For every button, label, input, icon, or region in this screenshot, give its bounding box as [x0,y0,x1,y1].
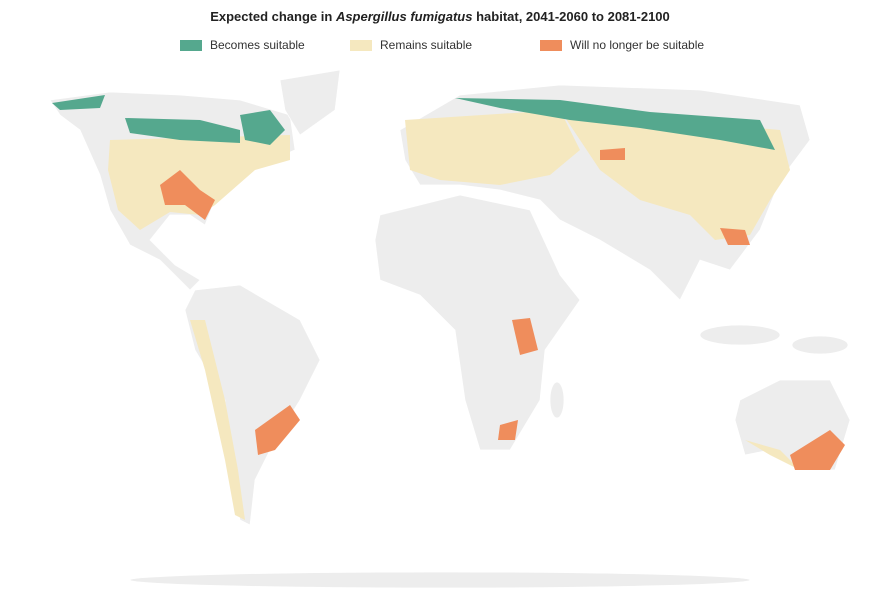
habitat-region [255,405,300,455]
greenland [279,69,341,136]
habitat-region [498,420,518,440]
title-prefix: Expected change in [210,9,333,24]
habitat-regions [52,95,845,520]
legend-label: Becomes suitable [210,38,305,52]
habitat-region [125,118,240,143]
map [49,69,851,589]
habitat-region [720,228,750,245]
africa [374,194,581,451]
new-guinea [791,335,849,355]
habitat-region [745,440,800,470]
habitat-region [600,148,625,160]
title: Expected change in Aspergillus fumigatus… [0,9,880,24]
habitat-region [790,430,845,470]
habitat-region [52,95,105,110]
title-suffix: habitat, 2041-2060 to 2081-2100 [476,9,670,24]
habitat-region [560,110,790,240]
habitat-region [512,318,538,355]
madagascar [549,381,565,419]
indonesia [699,324,781,346]
habitat-region [240,110,285,145]
legend-item: Becomes suitable [180,38,305,52]
legend-label: Remains suitable [380,38,473,52]
habitat-region [160,170,215,220]
legend-item: Remains suitable [350,38,472,52]
legend: Becomes suitable Remains suitable Will n… [0,38,880,54]
legend-label: Will no longer be suitable [570,38,705,52]
habitat-region [405,110,580,185]
legend-swatch [540,39,562,51]
antarctica [129,571,751,589]
legend-swatch [180,39,202,51]
habitat-region [190,320,245,520]
legend-item: Will no longer be suitable [540,38,704,52]
south-america [184,284,321,526]
habitat-region [108,135,290,230]
habitat-region [455,98,775,150]
title-species: Aspergillus fumigatus [335,9,473,24]
legend-swatch [350,39,372,51]
